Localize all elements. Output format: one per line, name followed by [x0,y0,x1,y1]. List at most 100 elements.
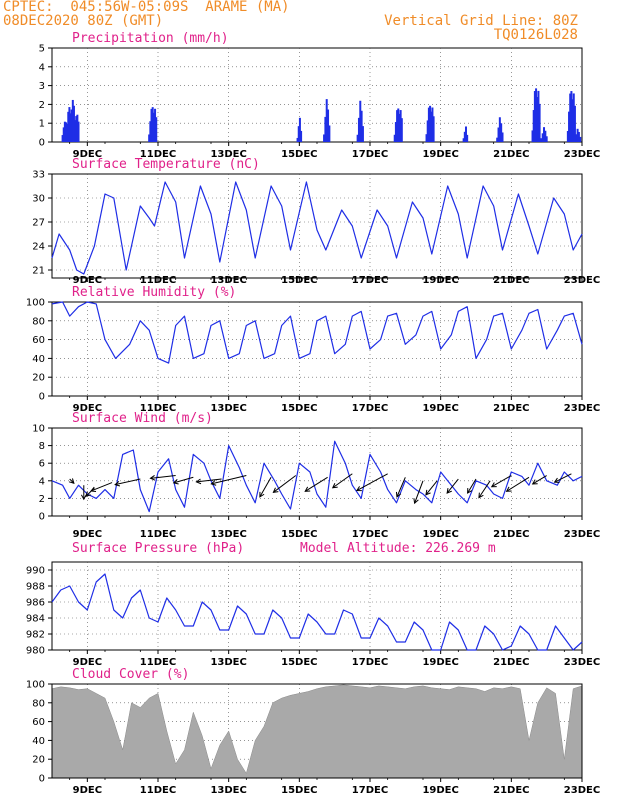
wind-arrow [396,477,406,498]
wind-arrow-head [68,478,75,484]
y-tick-label: 3 [39,81,45,92]
y-tick-label: 0 [39,138,45,149]
y-tick-label: 4 [39,476,45,487]
precip-bar [396,110,399,142]
panel-frame [51,427,583,517]
x-tick-label: 15DEC [281,785,317,796]
precip-bar [63,121,66,142]
x-tick-label: 9DEC [73,275,102,286]
y-tick-label: 8 [39,441,45,452]
x-tick-label: 19DEC [422,785,458,796]
wind-arrow [554,473,572,483]
panel-title: Precipitation (mm/h) [72,31,229,46]
y-tick-label: 40 [32,354,45,365]
x-tick-label: 15DEC [281,529,317,540]
x-tick-label: 21DEC [493,275,529,286]
wind-arrow-head [355,486,362,492]
y-tick-label: 60 [32,335,45,346]
y-tick-label: 60 [32,717,45,728]
wind-arrow-head [505,486,512,492]
precip-bar [537,90,540,142]
precip-bar [154,108,157,142]
precip-bar [394,122,397,142]
wind-arrow-head [272,487,279,493]
precip-bar [67,111,70,142]
precip-bar [76,114,79,142]
station-info: CPTEC: 045:56W-05:09S ARAME (MA) [3,0,290,15]
x-tick-label: 21DEC [493,403,529,414]
precip-bar [359,100,362,142]
x-tick-label: 11DEC [140,529,176,540]
panel-frame [51,47,583,143]
precip-bar [576,128,579,142]
precip-bar [74,120,77,142]
wind-arrow-head [446,488,452,494]
wind-arrow [273,475,297,493]
x-tick-label: 17DEC [352,657,388,668]
x-tick-label: 11DEC [140,275,176,286]
x-tick-label: 19DEC [422,657,458,668]
panel-title: Surface Temperature (nC) [72,157,260,172]
y-tick-label: 6 [39,459,45,470]
x-tick-label: 17DEC [352,275,388,286]
y-tick-label: 33 [32,170,45,181]
precip-bar [152,112,155,142]
precip-bar [62,127,65,142]
precip-bar [462,138,465,142]
precip-bar [327,109,330,142]
precip-bar [296,137,299,142]
precip-bar [398,113,401,142]
y-tick-label: 20 [32,373,45,384]
precip-bar [463,131,466,142]
precip-bar [568,111,571,142]
panel-1: 0 1 2 3 4 5 9DEC 11DEC 13DEC 15DEC 17DEC 19DEC 21DEC… [39,31,601,160]
x-tick-label: 21DEC [493,785,529,796]
precip-bar [575,134,578,142]
precip-bar [297,126,300,142]
x-tick-label: 17DEC [352,149,388,160]
precip-bar [361,126,364,142]
precip-bar [427,107,430,142]
precip-bar [66,123,69,142]
precip-bar [75,116,78,142]
x-tick-label: 23DEC [564,529,600,540]
wind-arrow [356,473,388,491]
y-tick-label: 5 [39,44,45,55]
precip-bar [577,132,580,142]
precip-bar [356,134,359,142]
y-tick-label: 40 [32,736,45,747]
precip-bar [541,133,544,142]
wind-arrow [446,478,459,494]
wind-arrow-head [478,492,484,499]
y-tick-label: 0 [39,512,45,523]
precip-bar [77,121,80,142]
wind-arrow-head [149,475,156,481]
x-tick-label: 15DEC [281,149,317,160]
y-tick-label: 10 [32,424,45,435]
panel-title: Surface Pressure (hPa) [72,541,244,556]
precip-bar [543,127,546,142]
precip-bar [544,130,547,142]
precip-bar [150,108,153,142]
precip-bar [531,130,534,142]
precip-bar [298,117,301,142]
precip-bar [497,127,500,142]
y-tick-label: 1 [39,119,45,130]
chart-header: CPTEC: 045:56W-05:09S ARAME (MA) 08DEC20… [0,0,618,45]
wind-arrow [259,477,272,498]
precip-bar [536,97,539,142]
precip-bar [397,108,400,142]
x-tick-label: 13DEC [210,529,246,540]
wind-arrow [173,476,194,484]
precip-bar [61,135,64,142]
x-tick-label: 9DEC [73,529,102,540]
panel-6: 0 20 40 60 80 100 9DEC 11DEC 13DEC 15DEC 17DEC 19DE… [26,667,600,796]
wind-arrow [196,478,222,483]
model-id: TQ0126L028 [493,27,578,43]
precip-bar [323,134,326,142]
series-line [51,181,583,275]
wind-arrow-head [172,479,179,485]
y-tick-label: 30 [32,194,45,205]
precip-bar [148,134,151,142]
x-tick-label: 13DEC [210,785,246,796]
